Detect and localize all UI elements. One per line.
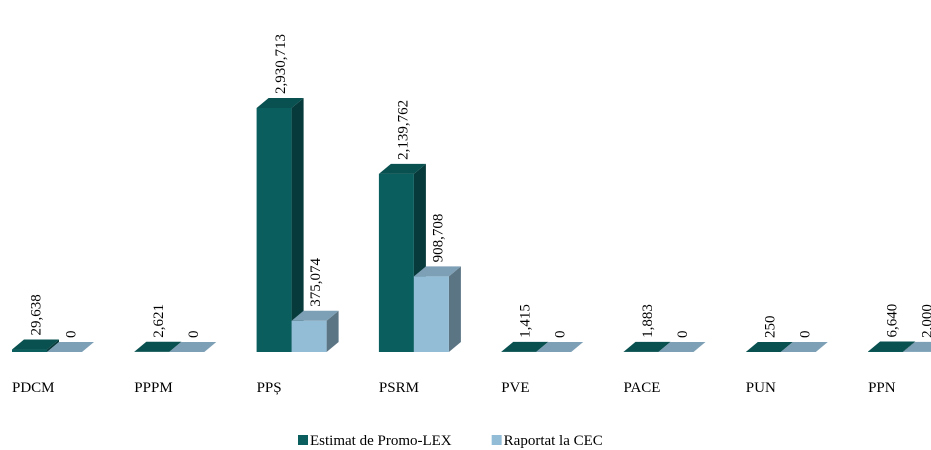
bar-top <box>745 341 793 352</box>
bar-top <box>169 342 217 352</box>
bar-side <box>326 310 339 352</box>
data-label: 0 <box>186 331 202 339</box>
data-label: 0 <box>675 331 691 339</box>
bar <box>536 342 584 352</box>
bar <box>623 341 671 352</box>
bar <box>291 310 339 352</box>
bar <box>256 98 304 352</box>
bar <box>169 342 217 352</box>
data-label: 2,930,713 <box>273 34 289 94</box>
bar-top <box>291 310 339 321</box>
bar-top <box>903 341 931 352</box>
bar-top <box>256 98 304 108</box>
bar-side <box>658 341 671 352</box>
bar <box>413 266 461 352</box>
bar-top <box>868 341 916 352</box>
bar-top <box>47 342 94 352</box>
bar-front <box>256 108 292 352</box>
bar <box>47 342 94 352</box>
bar-top <box>378 163 426 174</box>
bar <box>745 341 793 352</box>
bar-side <box>47 339 59 352</box>
bar-side <box>448 266 461 352</box>
bar-top <box>501 341 549 352</box>
data-label: 908,708 <box>430 214 446 263</box>
x-tick-label: PVE <box>501 380 529 396</box>
bar-top <box>623 341 671 352</box>
legend-label: Raportat la CEC <box>504 433 603 449</box>
bar-top <box>536 342 584 352</box>
data-label: 0 <box>797 331 813 339</box>
legend-label: Estimat de Promo-LEX <box>310 433 452 449</box>
bar-front <box>413 276 449 352</box>
bar <box>780 342 828 352</box>
data-label: 250 <box>762 315 778 338</box>
bar-top <box>658 342 706 352</box>
data-label: 6,640 <box>885 304 901 338</box>
bar <box>12 339 59 352</box>
data-label: 1,883 <box>640 304 656 338</box>
bar-front <box>291 320 327 352</box>
bar <box>903 341 931 352</box>
data-label: 0 <box>553 331 569 339</box>
data-label: 29,638 <box>29 294 45 335</box>
x-tick-label: PPPM <box>134 380 172 396</box>
bar-front <box>868 351 904 352</box>
data-label: 375,074 <box>308 258 324 307</box>
bar-top <box>134 341 182 352</box>
bar-side <box>169 341 182 352</box>
legend-swatch <box>298 435 308 445</box>
x-tick-label: PPN <box>868 380 896 396</box>
data-label: 2,621 <box>151 304 167 338</box>
bar-top <box>12 339 59 350</box>
bar-side <box>291 98 304 352</box>
bar-side <box>780 341 793 352</box>
data-label: 0 <box>64 331 80 339</box>
bar-front <box>378 173 414 352</box>
bar-front <box>12 349 47 352</box>
bar <box>134 341 182 352</box>
data-label: 2,000 <box>920 304 931 338</box>
x-tick-label: PDCM <box>12 380 55 396</box>
bar-top <box>413 266 461 277</box>
bar <box>501 341 549 352</box>
legend-swatch <box>491 435 502 445</box>
bar <box>658 342 706 352</box>
x-tick-label: PUN <box>746 380 776 396</box>
bar-side <box>536 341 549 352</box>
x-tick-label: PSRM <box>379 380 419 396</box>
x-tick-label: PACE <box>624 380 661 396</box>
data-label: 1,415 <box>518 304 534 338</box>
data-label: 2,139,762 <box>395 100 411 160</box>
bar-top <box>780 342 828 352</box>
x-tick-label: PPȘ <box>257 380 282 396</box>
